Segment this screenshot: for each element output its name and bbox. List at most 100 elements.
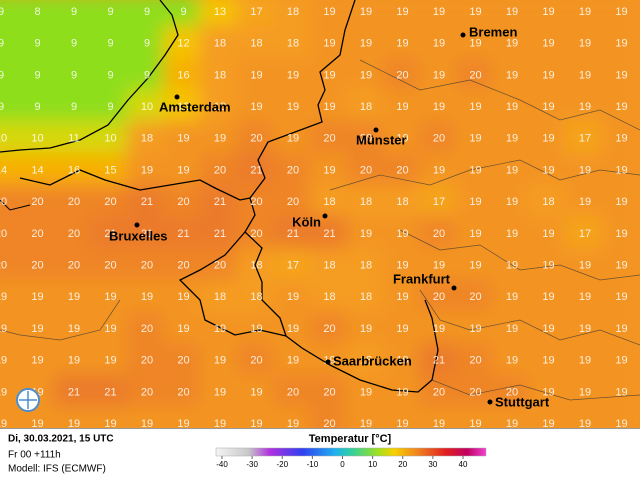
- cell: [90, 279, 131, 316]
- value: 15: [104, 164, 116, 176]
- value: 19: [615, 355, 627, 367]
- value: 9: [0, 101, 4, 113]
- value: 19: [433, 323, 445, 335]
- cell: [17, 0, 58, 30]
- value: 19: [396, 418, 408, 430]
- cell: [455, 247, 496, 284]
- value: 20: [469, 355, 481, 367]
- cell: [17, 342, 58, 379]
- cell: [455, 342, 496, 379]
- cell: [199, 374, 241, 411]
- cell: [126, 184, 168, 221]
- value: 21: [141, 196, 153, 208]
- cell: [345, 57, 387, 94]
- cell: [272, 216, 314, 252]
- tick-label: 30: [428, 460, 437, 469]
- value: 18: [214, 38, 226, 50]
- cell: [236, 152, 277, 189]
- cell: [601, 184, 640, 221]
- value: 19: [506, 323, 518, 335]
- value: 9: [34, 38, 40, 50]
- value: 18: [287, 38, 299, 50]
- value: 18: [250, 38, 262, 50]
- cell: [199, 89, 241, 125]
- cell: [564, 0, 606, 30]
- value: 18: [287, 6, 299, 18]
- cell: [528, 216, 569, 252]
- cell: [564, 57, 606, 94]
- cell: [126, 247, 168, 284]
- cell: [163, 247, 204, 284]
- cell: [199, 57, 241, 94]
- value: 19: [104, 418, 116, 430]
- cell: [0, 311, 22, 347]
- legend-ticks: -40 -30 -20 -10 0 10 20 30 40: [216, 456, 468, 469]
- value: 10: [31, 133, 43, 145]
- value: 19: [542, 228, 554, 240]
- value: 9: [0, 69, 4, 81]
- cell: [564, 184, 606, 221]
- value: 18: [214, 291, 226, 303]
- value: 19: [396, 228, 408, 240]
- cell: [382, 184, 423, 221]
- value: 19: [615, 38, 627, 50]
- cell: [309, 120, 350, 157]
- value: 19: [0, 386, 7, 398]
- value: 16: [177, 69, 189, 81]
- cell: [455, 279, 496, 316]
- value: 20: [433, 386, 445, 398]
- cell: [345, 216, 387, 252]
- value: 21: [323, 228, 335, 240]
- value: 19: [469, 260, 481, 272]
- cell: [528, 25, 569, 62]
- value: 19: [141, 418, 153, 430]
- cell: [345, 152, 387, 189]
- cell: [528, 184, 569, 221]
- cell: [90, 247, 131, 284]
- datetime: Di, 30.03.2021, 15 UTC: [8, 434, 114, 445]
- city-dot: [134, 222, 140, 228]
- value: 20: [177, 386, 189, 398]
- cell: [0, 89, 22, 125]
- value: 19: [433, 164, 445, 176]
- city-dot: [460, 32, 466, 38]
- value: 20: [360, 164, 372, 176]
- value: 19: [615, 164, 627, 176]
- value: 19: [360, 386, 372, 398]
- cell: [272, 184, 314, 221]
- value: 20: [141, 260, 153, 272]
- cell: [126, 25, 168, 62]
- cell: [53, 374, 95, 411]
- value: 20: [104, 260, 116, 272]
- value: 19: [68, 291, 80, 303]
- value: 20: [68, 260, 80, 272]
- city-label: Köln: [292, 214, 321, 229]
- cell: [382, 25, 423, 62]
- value: 11: [68, 133, 79, 145]
- cell: [272, 57, 314, 94]
- value: 19: [469, 164, 481, 176]
- value: 20: [31, 196, 43, 208]
- cell: [163, 120, 204, 157]
- value: 19: [141, 164, 153, 176]
- cell: [418, 184, 460, 221]
- value: 20: [250, 133, 262, 145]
- cell: [309, 25, 350, 62]
- value: 19: [469, 196, 481, 208]
- value: 18: [396, 196, 408, 208]
- cell: [382, 342, 423, 379]
- cell: [53, 311, 95, 347]
- value: 9: [107, 101, 113, 113]
- cell: [491, 89, 533, 125]
- cell: [126, 57, 168, 94]
- value: 19: [579, 260, 591, 272]
- value: 21: [68, 386, 80, 398]
- cell: [528, 279, 569, 316]
- value: 19: [323, 6, 335, 18]
- value: 19: [177, 133, 189, 145]
- cell: [163, 57, 204, 94]
- cell: [90, 25, 131, 62]
- legend-title: Temperatur [°C]: [309, 433, 392, 445]
- cell: [53, 25, 95, 62]
- cell: [491, 216, 533, 252]
